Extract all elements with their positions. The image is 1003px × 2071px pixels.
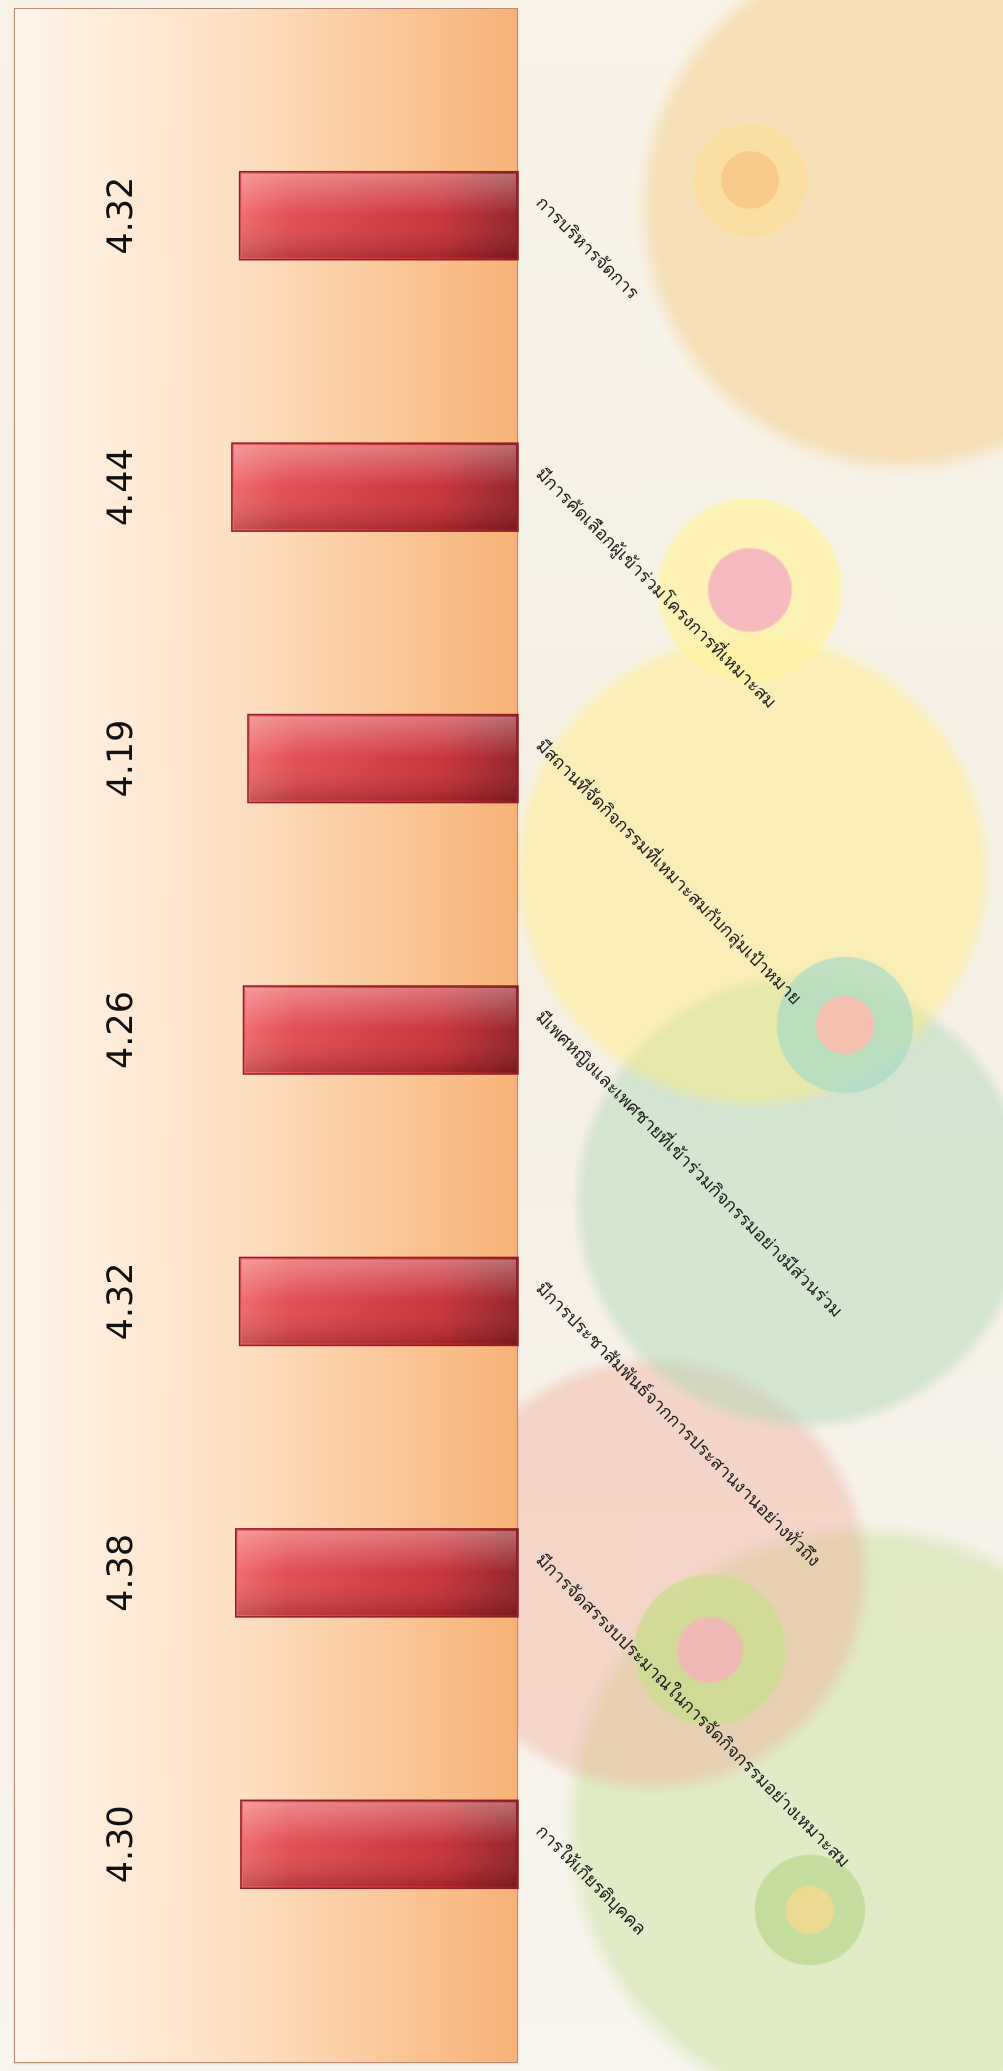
flower-decoration <box>720 900 970 1150</box>
data-label: 4.38 <box>101 1534 141 1612</box>
category-label: มีการจัดสรรงบประมาณในการจัดกิจกรรมอย่างเ… <box>531 1549 854 1872</box>
bar-sheen <box>237 1530 516 1615</box>
flower-decoration <box>590 430 910 750</box>
bar-sheen <box>241 173 516 258</box>
category-label: การให้เกียรติบุคคล <box>531 1820 650 1939</box>
data-label: 4.44 <box>101 448 141 526</box>
bar-sheen <box>242 1802 516 1887</box>
data-label: 4.32 <box>101 1262 141 1340</box>
category-label: มีการคัดเลือกผู้เข้าร่วมโครงการที่เหมาะส… <box>531 462 782 713</box>
category-label: มีการประชาสัมพันธ์จากการประสานงานอย่างทั… <box>531 1276 826 1571</box>
bar-sheen <box>241 1259 516 1344</box>
data-label: 4.26 <box>101 991 141 1069</box>
flower-decoration <box>560 1500 860 1800</box>
data-label: 4.30 <box>101 1805 141 1883</box>
data-label: 4.32 <box>101 177 141 255</box>
bar-sheen <box>245 988 516 1072</box>
flower-decoration <box>700 1800 920 2020</box>
category-label: มีเพศหญิงและเพศชายที่เข้าร่วมกิจกรรมอย่า… <box>531 1005 848 1322</box>
bar-sheen <box>249 716 516 801</box>
flower-decoration <box>640 70 860 290</box>
category-label: มีสถานที่จัดกิจกรรมที่เหมาะสมกับกลุ่มเป้… <box>531 733 807 1009</box>
category-label: การบริหารจัดการ <box>531 192 642 303</box>
data-label: 4.19 <box>101 720 141 798</box>
bar-sheen <box>233 445 516 530</box>
